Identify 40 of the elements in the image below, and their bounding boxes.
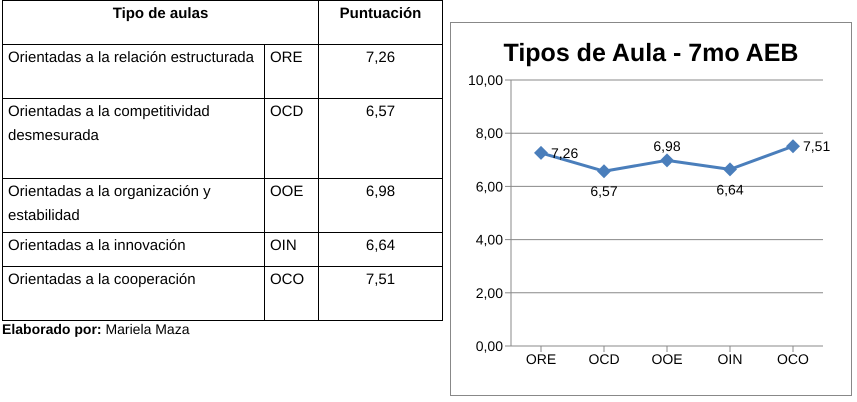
category-label: Orientadas a la organización y estabilidad	[2, 178, 264, 232]
x-tick-label: OIN	[718, 350, 742, 367]
data-label: 6,98	[318, 178, 442, 232]
point	[534, 146, 548, 160]
category-label: Orientadas a la innovación	[2, 232, 264, 266]
data-label: 6,64	[318, 232, 442, 266]
point	[660, 153, 674, 168]
x-tick-label: ORE	[526, 350, 556, 367]
data-label: 6,57	[318, 98, 442, 178]
y-tick-label: 8,00	[476, 125, 504, 142]
data-label: 7,51	[318, 266, 442, 320]
category-label: OOE	[270, 183, 304, 200]
category-label: OCD	[270, 103, 304, 120]
y-tick-label: 4,00	[476, 232, 504, 248]
chart-title: Tipos de Aula - 7mo AEB	[502, 39, 800, 68]
category-label: OIN	[270, 237, 297, 254]
text: Tipo de aulas	[2, 0, 318, 44]
text: Puntuación	[318, 0, 442, 44]
data-label: 6,64	[716, 181, 744, 198]
x-tick-label: OCD	[588, 350, 620, 367]
x-tick-label: OOE	[651, 350, 683, 367]
category-label: Orientadas a la cooperación	[2, 266, 264, 320]
y-tick-label: 6,00	[476, 178, 504, 194]
category-label: OCO	[270, 271, 304, 288]
x-tick-label: OCO	[777, 350, 810, 367]
y-tick-label: 10,00	[468, 72, 504, 88]
data-label: 7,26	[318, 44, 442, 98]
text: Elaborado por: Mariela Maza	[2, 321, 190, 337]
point	[723, 162, 737, 176]
data-label: 6,98	[653, 138, 681, 154]
point	[597, 164, 611, 178]
point	[786, 139, 800, 154]
data-label: 7,26	[551, 144, 578, 161]
category-label: Orientadas a la relación estructurada	[2, 44, 264, 98]
data-label: 7,51	[803, 138, 830, 154]
y-tick-label: 0,00	[476, 338, 504, 354]
category-label: ORE	[270, 49, 303, 66]
y-tick-label: 2,00	[476, 284, 504, 301]
category-label: Orientadas a la competitividad desmesurada	[2, 98, 264, 178]
data-label: 6,57	[590, 183, 618, 200]
